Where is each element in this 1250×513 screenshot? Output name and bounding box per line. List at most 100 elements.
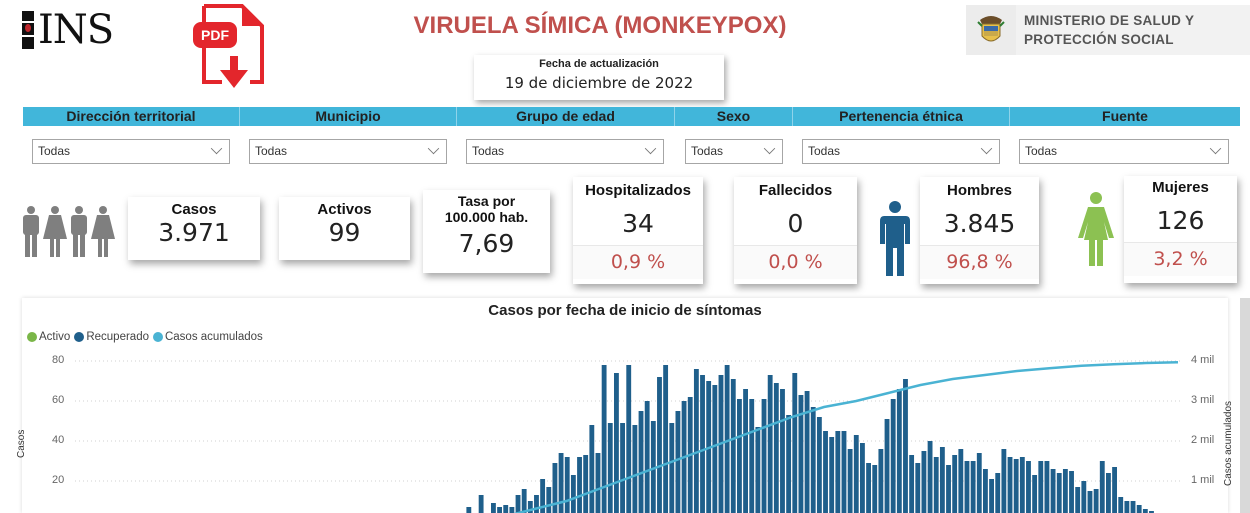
bar-recuperado [657,377,662,513]
bar-recuperado [570,475,576,513]
bar-recuperado [816,417,822,513]
bar-recuperado [644,401,650,513]
bar-recuperado [1099,461,1105,513]
legend-item-acumulados[interactable]: Casos acumulados [152,331,263,343]
ins-logo: INS [22,10,114,50]
bar-recuperado [767,375,773,513]
direccion-territorial-dropdown[interactable]: Todas [32,139,230,164]
legend-label: Casos acumulados [164,331,263,343]
y2-tick-3mil: 3 mil [1191,394,1215,406]
update-date-label: Fecha de actualización [539,58,659,70]
bar-recuperado [478,495,484,513]
grupo-edad-dropdown[interactable]: Todas [466,139,664,164]
bar-recuperado [921,451,927,513]
svg-text:PDF: PDF [201,27,229,43]
dropdown-value: Todas [808,144,841,158]
y-tick-20: 20 [52,474,65,486]
pertenencia-etnica-dropdown[interactable]: Todas [802,139,1000,164]
bar-recuperado [595,453,601,513]
legend-item-activo[interactable]: Activo [27,331,70,343]
bar-recuperado [970,461,976,513]
bar-recuperado [853,435,859,513]
bar-recuperado [491,503,496,513]
bar-recuperado [1013,459,1019,513]
vertical-scrollbar[interactable] [1240,298,1250,513]
bar-recuperado [607,423,613,513]
bar-recuperado [1130,501,1136,513]
bar-recuperado [503,505,509,513]
bar-recuperado [1044,461,1050,513]
sexo-dropdown[interactable]: Todas [685,139,783,164]
bar-recuperado [841,431,847,513]
bar-recuperado [614,373,619,513]
bar-recuperado [773,383,779,513]
bar-recuperado [515,495,521,513]
kpi-tasa-value: 7,69 [458,229,515,258]
fuente-dropdown[interactable]: Todas [1019,139,1229,164]
municipio-dropdown[interactable]: Todas [249,139,447,164]
bar-recuperado [749,399,755,513]
legend-dot-icon [27,332,37,342]
kpi-fallecidos-label: Fallecidos [758,182,833,199]
bar-recuperado [798,395,804,513]
bar-recuperado [669,423,675,513]
bar-recuperado [650,421,656,513]
bar-recuperado [890,399,896,513]
chart-bars [466,365,1154,513]
bar-recuperado [860,443,865,513]
y2-tick-4mil: 4 mil [1191,354,1215,366]
bar-recuperado [952,455,958,513]
bar-recuperado [589,425,595,513]
bar-recuperado [872,465,878,513]
bar-recuperado [1026,461,1031,513]
bar-recuperado [521,489,527,513]
bar-recuperado [527,501,533,513]
dropdown-value: Todas [472,144,505,158]
y-tick-80: 80 [52,354,65,366]
bar-recuperado [903,379,908,513]
bar-recuperado [878,449,884,513]
bar-recuperado [976,453,982,513]
bar-recuperado [939,447,945,513]
kpi-activos-label: Activos [317,201,372,218]
filter-header-direccion: Dirección territorial [23,107,240,126]
bar-recuperado [835,431,841,513]
kpi-mujeres-card: Mujeres 126 3,2 % [1124,176,1237,283]
cumulative-line [513,360,1179,513]
bar-recuperado [1118,497,1124,513]
kpi-activos-card: Activos 99 [279,197,410,260]
filter-header-sexo: Sexo [675,107,793,126]
people-group-icon [20,205,116,259]
female-icon [1076,192,1116,266]
bar-recuperado [564,457,570,513]
bar-recuperado [1056,473,1062,513]
ministry-logo: MINISTERIO DE SALUD Y PROTECCIÓN SOCIAL [966,5,1250,55]
legend-label: Recuperado [86,331,149,343]
ins-logo-mark-icon [22,11,34,49]
pdf-download-button[interactable]: PDF [190,2,270,94]
filter-header-bar: Dirección territorial Municipio Grupo de… [23,107,1240,126]
bar-recuperado [743,389,748,513]
bar-recuperado [1136,505,1142,513]
bar-recuperado [1112,467,1117,513]
kpi-casos-card: Casos 3.971 [128,197,260,260]
kpi-hombres-card: Hombres 3.845 96,8 % [920,177,1039,284]
bar-recuperado [601,365,607,513]
kpi-tasa-card: Tasa por 100.000 hab. 7,69 [423,190,550,273]
legend-item-recuperado[interactable]: Recuperado [74,331,149,343]
kpi-hospitalizados-value: 34 [622,209,654,238]
bar-recuperado [675,411,681,513]
bar-recuperado [466,507,472,513]
bar-recuperado [534,495,539,513]
bar-recuperado [866,463,871,513]
bar-recuperado [983,469,988,513]
chart-title: Casos por fecha de inicio de síntomas [488,302,762,319]
bar-recuperado [737,399,742,513]
y-tick-60: 60 [52,394,65,406]
bar-recuperado [927,441,933,513]
dropdown-value: Todas [691,144,724,158]
bar-recuperado [1007,457,1013,513]
bar-recuperado [626,365,632,513]
kpi-fallecidos-value: 0 [787,209,804,238]
